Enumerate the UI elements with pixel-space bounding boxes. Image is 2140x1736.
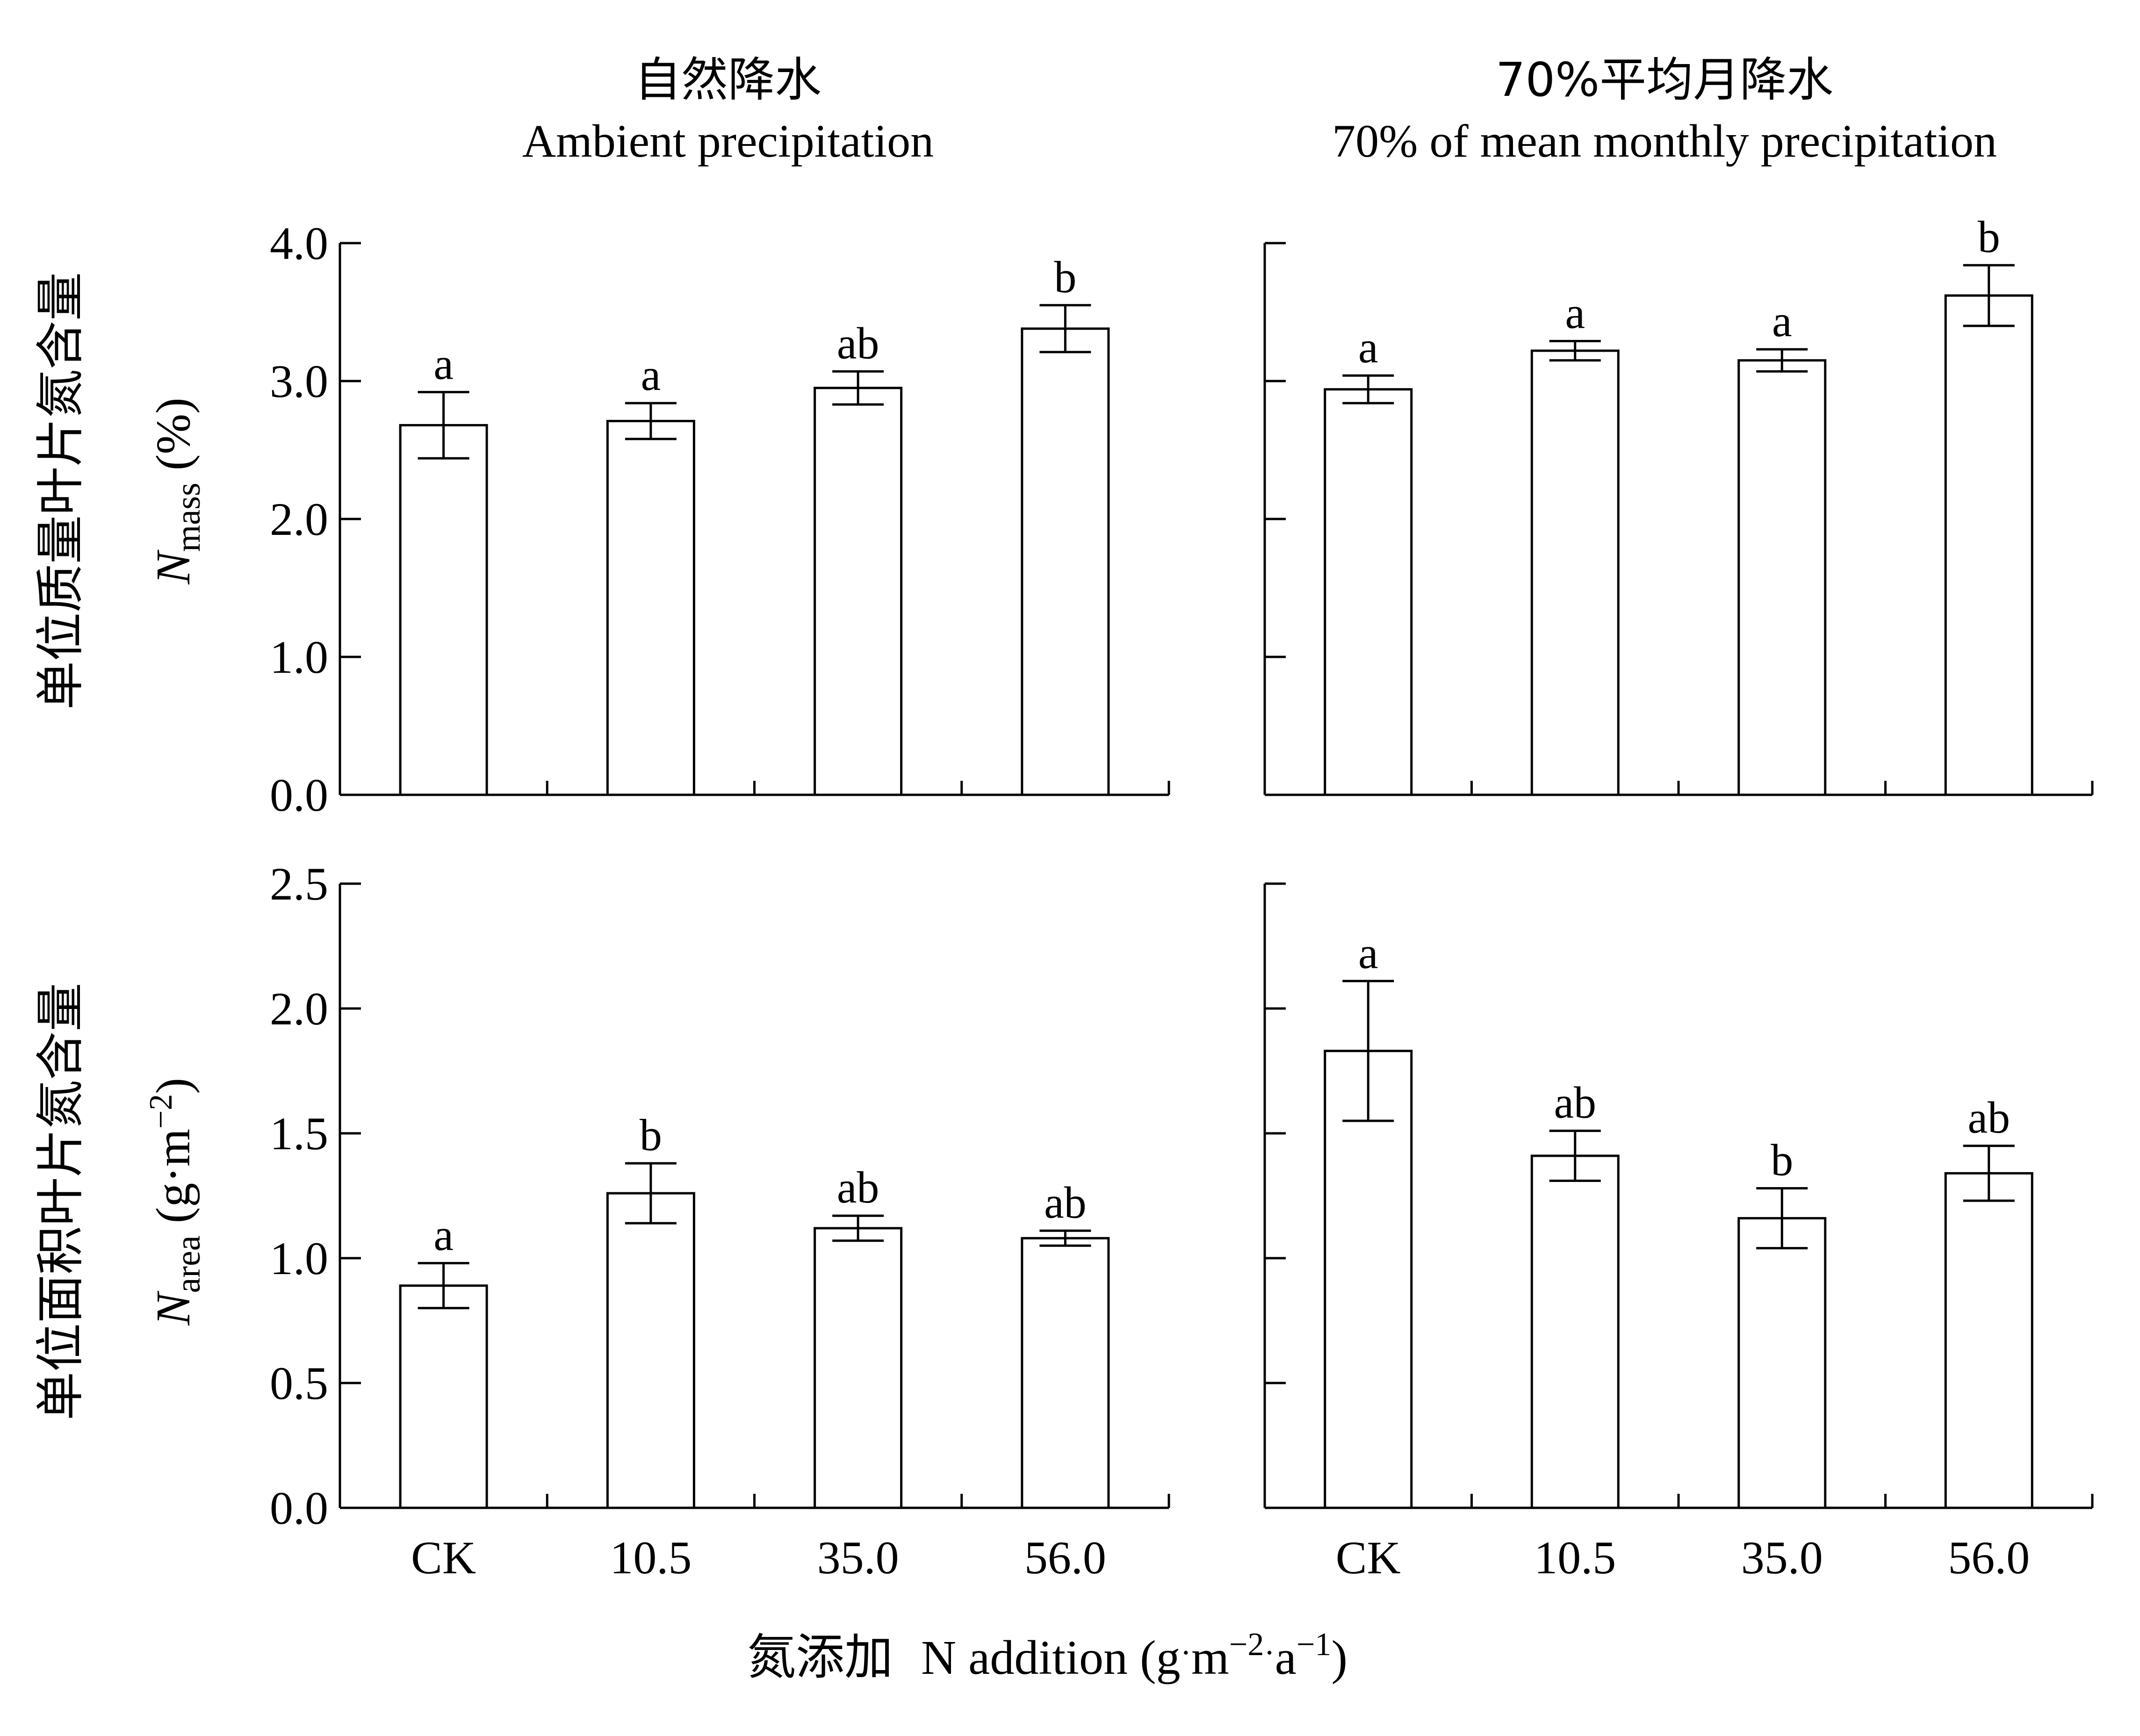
x-tick-label: 35.0 bbox=[1741, 1532, 1823, 1584]
y-tick-label: 1.0 bbox=[270, 631, 328, 683]
xlabel-en: N addition (g bbox=[921, 1631, 1181, 1685]
significance-letter: ab bbox=[1554, 1078, 1596, 1128]
col-title-left-cn: 自然降水 bbox=[634, 52, 821, 107]
significance-letter: b bbox=[640, 1110, 662, 1160]
xlabel-dot1: · bbox=[1181, 1635, 1191, 1671]
col-title-right-en: 70% of mean monthly precipitation bbox=[1332, 115, 1997, 167]
xlabel: 氮添加 N addition (g·m−2·a−1) bbox=[747, 1627, 1347, 1686]
xlabel-cn: 氮添加 bbox=[747, 1628, 893, 1686]
significance-letter: a bbox=[1565, 288, 1585, 338]
significance-letter: ab bbox=[1044, 1177, 1087, 1227]
y-tick-label: 1.0 bbox=[270, 1232, 328, 1284]
bar bbox=[1021, 327, 1110, 796]
significance-letter: b bbox=[1978, 212, 2000, 262]
ylabel-bottom-en-text: Narea (g·m−2) bbox=[143, 1078, 208, 1326]
ylabel-top-cn: 单位质量叶片氮含量 bbox=[32, 272, 89, 710]
ylabel-bottom-cn-text: 单位面积叶片氮含量 bbox=[32, 983, 89, 1420]
ylabel-bottom-unit-sup: −2 bbox=[143, 1094, 179, 1129]
y-tick-label: 3.0 bbox=[270, 355, 328, 407]
bar bbox=[1944, 1172, 2033, 1509]
significance-letter: a bbox=[1358, 322, 1378, 372]
ylabel-top-en-text: Nmass (%) bbox=[146, 397, 208, 584]
bar bbox=[1021, 1237, 1110, 1509]
bar bbox=[606, 1192, 695, 1509]
x-tick-label: 56.0 bbox=[1948, 1532, 2030, 1584]
significance-letter: a bbox=[433, 339, 454, 389]
y-tick-label: 2.0 bbox=[270, 493, 328, 545]
xlabel-sup2: −1 bbox=[1297, 1627, 1331, 1663]
xlabel-sup1: −2 bbox=[1229, 1627, 1264, 1663]
significance-letter: a bbox=[1772, 296, 1792, 346]
ylabel-top-cn-text: 单位质量叶片氮含量 bbox=[32, 272, 89, 710]
x-tick-label: CK bbox=[411, 1532, 476, 1584]
ylabel-top-subscript: mass bbox=[169, 483, 208, 552]
xlabel-end: ) bbox=[1331, 1631, 1347, 1685]
xlabel-dot2: · bbox=[1264, 1635, 1275, 1671]
bar bbox=[399, 424, 488, 796]
y-tick-label: 0.5 bbox=[270, 1357, 328, 1409]
significance-letter: ab bbox=[837, 1162, 879, 1212]
panel-bottom-left: 0.0 0.5 1.0 1.5 2.0 2.5 a CK b 10.5 ab 35.0 ab 56.0 bbox=[270, 858, 1170, 1584]
y-tick-label: 0.0 bbox=[270, 769, 328, 821]
bar bbox=[1530, 1154, 1620, 1509]
significance-letter: a bbox=[433, 1210, 454, 1260]
ylabel-top-symbol: N bbox=[146, 549, 200, 585]
x-tick-label: 35.0 bbox=[817, 1532, 899, 1584]
bar bbox=[814, 387, 903, 796]
xlabel-m: m bbox=[1191, 1631, 1229, 1685]
bar bbox=[1944, 294, 2033, 796]
significance-letter: a bbox=[641, 350, 661, 400]
significance-letter: b bbox=[1771, 1135, 1793, 1185]
ylabel-bottom-unit: (g·m bbox=[146, 1129, 200, 1235]
x-tick-label: CK bbox=[1336, 1532, 1401, 1584]
bar bbox=[399, 1284, 488, 1509]
panel-bottom-right: a CK ab 10.5 b 35.0 ab 56.0 bbox=[1263, 882, 2094, 1584]
col-title-left-en: Ambient precipitation bbox=[522, 115, 934, 167]
panel-top-left: 0.0 1.0 2.0 3.0 4.0 a a ab b bbox=[270, 217, 1170, 821]
ylabel-bottom-en: Narea (g·m−2) bbox=[143, 1078, 208, 1326]
x-tick-label: 10.5 bbox=[610, 1532, 692, 1584]
ylabel-bottom-symbol: N bbox=[146, 1290, 200, 1326]
x-tick-label: 56.0 bbox=[1024, 1532, 1106, 1584]
significance-letter: b bbox=[1054, 252, 1076, 302]
bar bbox=[1324, 388, 1413, 796]
bar bbox=[1324, 1050, 1413, 1509]
x-tick-label: 10.5 bbox=[1534, 1532, 1616, 1584]
y-tick-label: 2.0 bbox=[270, 983, 328, 1035]
ylabel-top-en: Nmass (%) bbox=[146, 397, 208, 584]
bar bbox=[814, 1227, 903, 1509]
significance-letter: a bbox=[1358, 928, 1378, 978]
ylabel-bottom-cn: 单位面积叶片氮含量 bbox=[32, 983, 89, 1420]
ylabel-bottom-subscript: area bbox=[169, 1235, 208, 1293]
y-tick-label: 2.5 bbox=[270, 858, 328, 910]
xlabel-a: a bbox=[1275, 1631, 1297, 1685]
y-tick-label: 1.5 bbox=[270, 1108, 328, 1160]
y-tick-label: 4.0 bbox=[270, 217, 328, 269]
bar bbox=[1737, 1217, 1827, 1509]
bar bbox=[606, 420, 695, 796]
panel-top-right: a a a b bbox=[1263, 212, 2094, 796]
ylabel-top-unit: (%) bbox=[146, 397, 200, 483]
bar bbox=[1737, 359, 1827, 796]
y-tick-label: 0.0 bbox=[270, 1482, 328, 1534]
bar bbox=[1530, 349, 1620, 796]
ylabel-bottom-unit-end: ) bbox=[146, 1078, 200, 1094]
significance-letter: ab bbox=[1967, 1093, 2010, 1143]
significance-letter: ab bbox=[837, 318, 879, 368]
col-title-right-cn: 70%平均月降水 bbox=[1496, 52, 1833, 107]
